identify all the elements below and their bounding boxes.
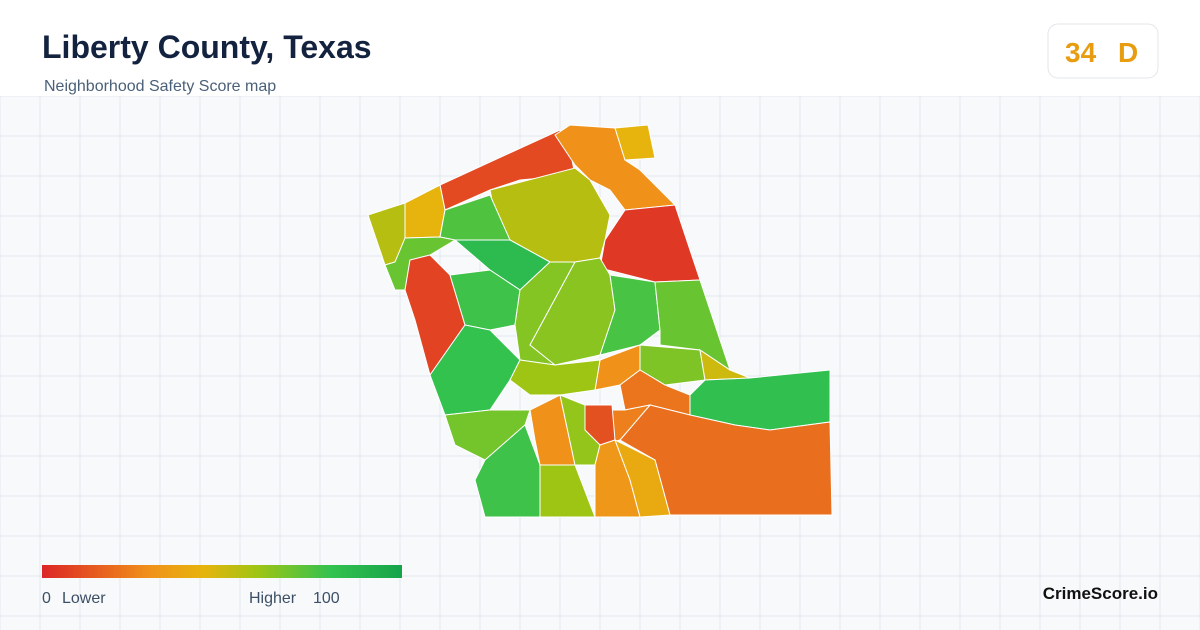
region[interactable] <box>384 236 457 291</box>
score-grade: D <box>1118 37 1138 68</box>
score-value: 34 <box>1065 37 1097 68</box>
legend-min: 0 <box>42 590 51 607</box>
grid <box>0 95 1200 630</box>
legend-high: Higher <box>249 590 297 607</box>
region[interactable] <box>509 359 601 396</box>
map <box>367 124 833 518</box>
score-badge <box>1047 23 1159 79</box>
subtitle: Neighborhood Safety Score map <box>44 78 276 95</box>
header-bg <box>0 0 1200 96</box>
legend-max: 100 <box>313 590 340 607</box>
legend-bar <box>42 565 402 578</box>
region[interactable] <box>619 404 833 516</box>
region[interactable] <box>614 438 671 518</box>
title: Liberty County, Texas <box>42 29 372 65</box>
brand: CrimeScore.io <box>1043 584 1158 603</box>
legend-low: Lower <box>62 590 106 607</box>
region[interactable] <box>614 124 656 161</box>
